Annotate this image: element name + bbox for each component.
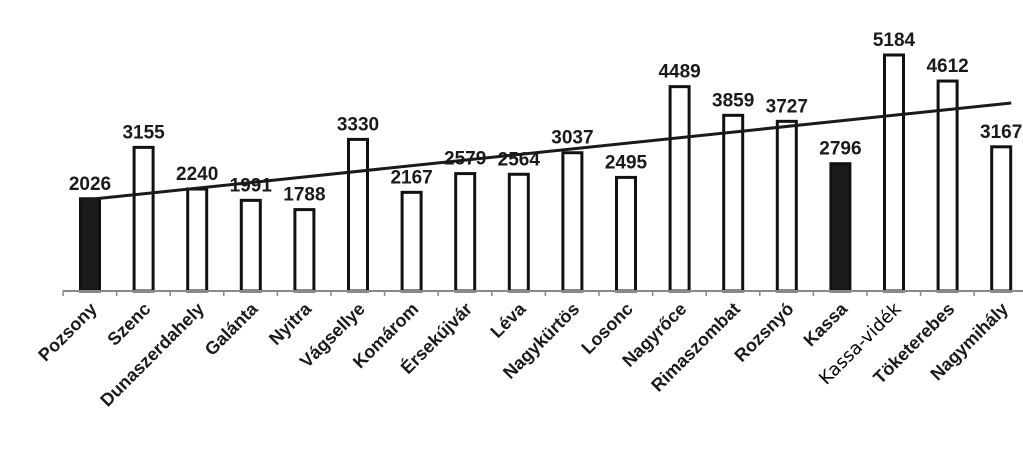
category-label-4: Galánta bbox=[201, 298, 263, 360]
value-label-16: 5184 bbox=[873, 30, 916, 51]
value-label-5: 1788 bbox=[283, 185, 325, 206]
value-label-18: 3167 bbox=[980, 122, 1022, 143]
bar-5 bbox=[293, 208, 316, 293]
bar-10 bbox=[561, 151, 584, 293]
value-label-6: 3330 bbox=[337, 114, 379, 135]
category-label-3: Dunaszerdahely bbox=[96, 299, 208, 411]
category-label-2: Szenc bbox=[103, 299, 154, 350]
bar-1 bbox=[79, 197, 101, 293]
value-label-4: 1991 bbox=[230, 175, 273, 196]
bar-13 bbox=[722, 113, 745, 293]
bar-15 bbox=[829, 162, 852, 293]
bar-4 bbox=[239, 198, 262, 293]
bar-11 bbox=[615, 175, 637, 293]
category-label-14: Rozsnyó bbox=[730, 299, 797, 366]
category-label-5: Nyitra bbox=[265, 298, 316, 349]
bar-18 bbox=[990, 145, 1013, 293]
bar-8 bbox=[454, 172, 477, 293]
bars-group bbox=[79, 53, 1013, 293]
value-label-2: 3155 bbox=[122, 122, 165, 143]
category-label-15: Kassa bbox=[800, 298, 852, 350]
bar-2 bbox=[132, 145, 155, 293]
value-label-11: 2495 bbox=[605, 152, 648, 173]
value-label-7: 2167 bbox=[390, 167, 432, 188]
value-label-3: 2240 bbox=[176, 164, 218, 185]
bar-12 bbox=[668, 85, 691, 293]
bar-9 bbox=[507, 172, 530, 293]
value-label-10: 3037 bbox=[551, 128, 593, 149]
value-label-13: 3859 bbox=[712, 90, 754, 111]
value-label-14: 3727 bbox=[766, 96, 808, 117]
value-label-1: 2026 bbox=[69, 174, 111, 195]
bar-16 bbox=[883, 53, 905, 293]
value-label-12: 4489 bbox=[658, 62, 700, 83]
value-label-15: 2796 bbox=[819, 139, 861, 160]
bar-17 bbox=[936, 79, 959, 293]
bar-14 bbox=[775, 119, 798, 293]
category-label-9: Léva bbox=[486, 298, 530, 342]
bar-3 bbox=[186, 187, 209, 293]
bar-7 bbox=[400, 190, 423, 293]
category-label-1: Pozsony bbox=[34, 299, 100, 365]
x-axis-ticks-group bbox=[62, 291, 975, 296]
trend-line bbox=[79, 101, 1012, 202]
bar-6 bbox=[347, 137, 369, 293]
value-label-17: 4612 bbox=[926, 56, 968, 77]
